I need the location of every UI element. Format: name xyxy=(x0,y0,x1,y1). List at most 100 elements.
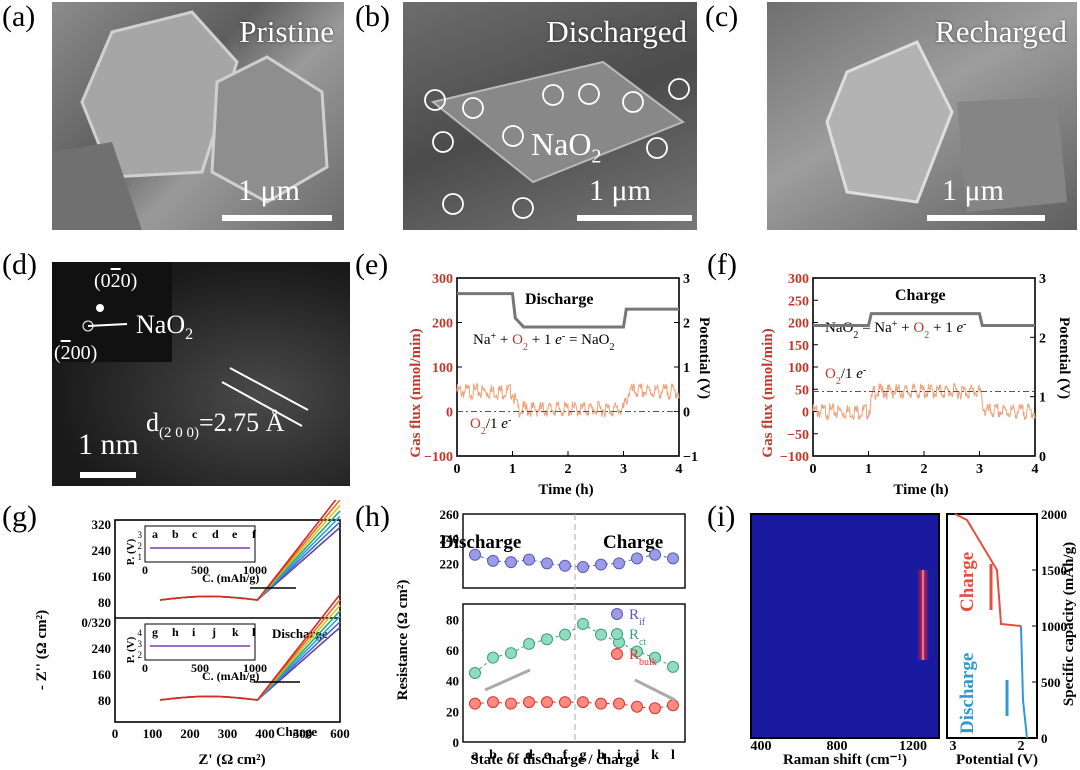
data-point xyxy=(649,702,661,715)
phase-label: Discharge xyxy=(525,291,593,308)
x-tick-label: 4 xyxy=(676,462,683,477)
data-point xyxy=(595,697,607,710)
x-tick-label: 1200 xyxy=(899,739,927,754)
inset-y-tick-label: 3 xyxy=(138,530,143,540)
legend-label: Rif xyxy=(629,607,646,628)
trend-arrow-up xyxy=(484,668,531,692)
upper-frame xyxy=(462,513,686,589)
y-tick-label-right: 1 xyxy=(683,361,690,376)
inset-state-label: j xyxy=(211,625,216,639)
data-point xyxy=(487,651,499,664)
data-point xyxy=(523,637,535,650)
sem-title: Pristine xyxy=(239,14,334,49)
raman-heatmap xyxy=(750,513,940,739)
panel-i: (i) Raman shift (cm⁻¹) Potential (V) Spe… xyxy=(705,500,1080,770)
inset-label-020: (020) xyxy=(94,270,138,292)
y-tick-label-left: 200 xyxy=(788,317,809,332)
x-tick-label: 4 xyxy=(1032,462,1039,477)
panel-label: (g) xyxy=(2,500,37,533)
inset-frame xyxy=(144,525,256,563)
impedance-curve xyxy=(159,593,341,701)
lower-frame xyxy=(462,603,686,743)
y-tick-label-left: 300 xyxy=(432,272,453,287)
side-y-tick-label: 1000 xyxy=(1041,619,1067,634)
data-point xyxy=(667,660,679,673)
panel-label: (c) xyxy=(705,0,739,33)
y-tick-label: 320 xyxy=(92,517,112,532)
inset-species: NaO2 xyxy=(136,310,194,344)
d-spacing-label: d(2 0 0)=2.75 Å xyxy=(146,408,285,442)
gas-flux-line xyxy=(456,382,680,418)
inset-state-label: k xyxy=(232,625,239,639)
potential-line xyxy=(457,292,679,329)
data-point xyxy=(577,617,589,630)
y-tick-label-right: −1 xyxy=(683,450,698,465)
xlabel: Z' (Ω cm²) xyxy=(198,752,265,768)
x-tick-label: d xyxy=(525,748,533,763)
chart-g: - Z'' (Ω cm²) Z' (Ω cm²) Discharge Charg… xyxy=(34,500,350,768)
inset-y-tick-label: 1 xyxy=(138,552,143,562)
data-point xyxy=(505,556,517,569)
impedance-curve xyxy=(159,500,337,601)
x-tick-label: 800 xyxy=(827,739,848,754)
inset-x-tick-label: 0 xyxy=(142,563,148,577)
chart-e: Gas flux (nmol/min) Potential (V) Time (… xyxy=(408,272,710,498)
raman-hot-band xyxy=(917,570,929,660)
region-discharge: Discharge xyxy=(440,532,521,553)
top-direction-label: Discharge xyxy=(272,626,328,641)
side-y-tick-label: 0 xyxy=(1041,731,1048,746)
sem-title: Discharged xyxy=(546,14,687,49)
reaction-label: Na+ + O2 + 1 e- = NaO2 xyxy=(473,331,614,353)
inset-state-label: c xyxy=(192,527,198,541)
y-tick-label-left: 300 xyxy=(788,272,809,287)
panel-label: (e) xyxy=(355,248,389,281)
inset-y-tick-label: 2 xyxy=(138,650,143,660)
x-tick-label: 600 xyxy=(330,726,350,741)
side-x-tick-label: 2 xyxy=(1018,739,1025,754)
data-point xyxy=(541,557,553,570)
panel-c: (c) Recharged 1 μm xyxy=(705,0,1080,230)
panel-label: (d) xyxy=(2,248,37,281)
ylabel: Resistance (Ω cm²) xyxy=(395,580,411,701)
data-point xyxy=(505,697,517,710)
scale-text: 1 μm xyxy=(238,174,300,207)
data-point xyxy=(487,696,499,709)
inset-bottom-xlabel: C. (mAh/g) xyxy=(202,669,259,683)
data-point xyxy=(559,559,571,572)
y-tick-label: 40 xyxy=(446,674,459,689)
data-point xyxy=(613,697,625,710)
y-tick-label-left: 250 xyxy=(788,294,809,309)
panel-label: (i) xyxy=(707,500,736,533)
panel-e: (e) Gas flux (nmol/min) Potential (V) Ti… xyxy=(355,248,710,498)
x-tick-label: 0 xyxy=(454,462,461,477)
inset-top-ylabel: P. (V) xyxy=(125,538,137,565)
x-tick-label: 300 xyxy=(218,726,238,741)
data-point xyxy=(667,699,679,712)
inset-x-tick-label: 1000 xyxy=(243,661,267,675)
ylabel-right: Potential (V) xyxy=(1056,317,1072,399)
bottom-direction-label: Charge xyxy=(276,724,317,739)
inset-top-xlabel: C. (mAh/g) xyxy=(202,571,259,585)
y-tick-label-right: 2 xyxy=(683,317,690,332)
inset-frame xyxy=(144,623,256,661)
data-point xyxy=(505,647,517,660)
inset-label-200: (200) xyxy=(54,342,98,364)
x-tick-label: g xyxy=(580,748,587,763)
chart-h: Resistance (Ω cm²) State of discharge / … xyxy=(395,507,686,768)
panel-a: (a) Pristine 1 μm xyxy=(0,0,345,230)
legend-marker xyxy=(611,628,623,640)
y-tick-label: 160 xyxy=(92,667,112,682)
discharge-label: Discharge xyxy=(957,653,978,734)
inset-x-tick-label: 1000 xyxy=(243,563,267,577)
y-tick-label-right: 3 xyxy=(683,272,690,287)
scale-bar xyxy=(927,215,1045,221)
data-point xyxy=(577,696,589,709)
x-tick-label: 200 xyxy=(180,726,200,741)
discharge-curve xyxy=(1020,625,1028,739)
ref-line-label: O2/1 e- xyxy=(470,415,511,437)
y-tick-label: 240 xyxy=(92,543,112,558)
crystal-shapes xyxy=(52,10,329,230)
trend-arrow-down xyxy=(634,678,676,702)
data-point xyxy=(595,628,607,641)
panel-label: (f) xyxy=(707,248,737,281)
